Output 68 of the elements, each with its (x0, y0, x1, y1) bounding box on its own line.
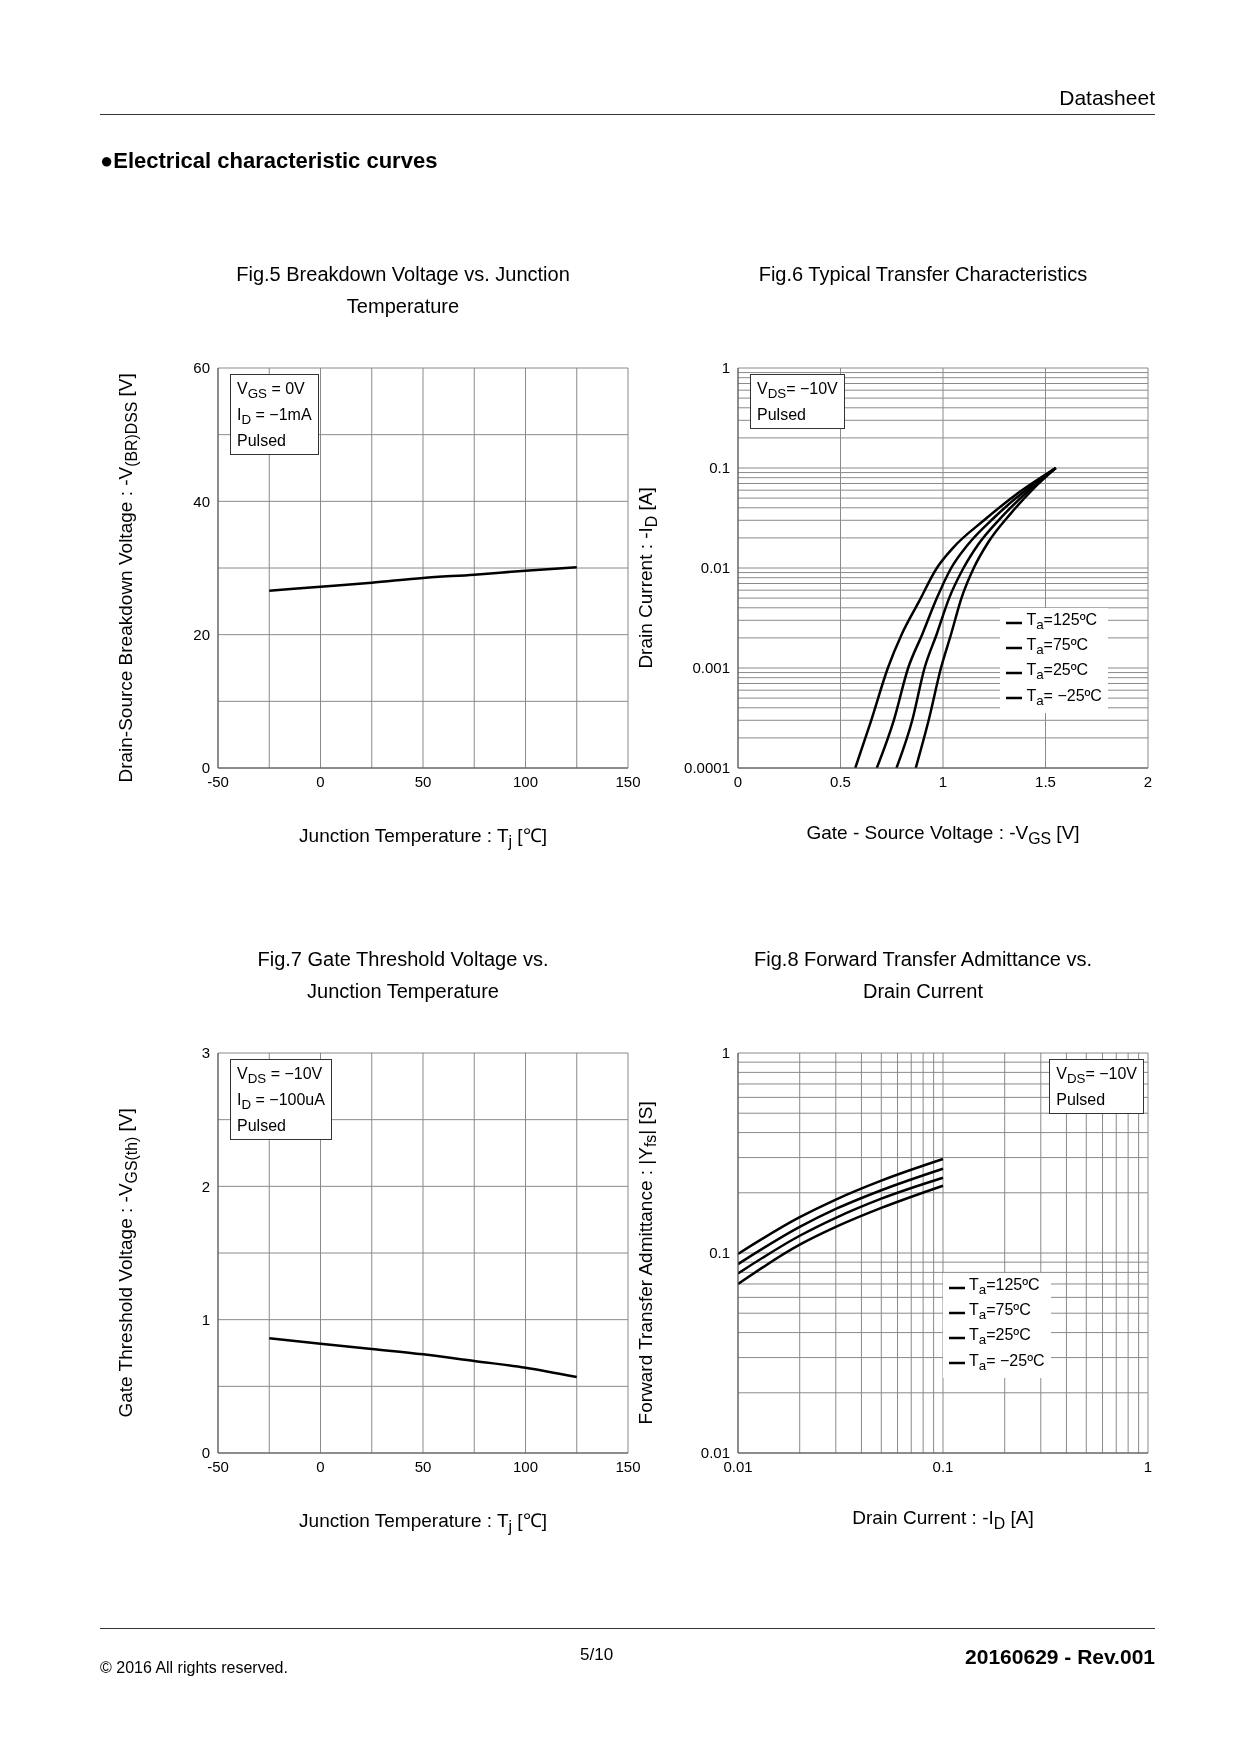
y-tick-label: 0.01 (700, 559, 730, 577)
y-tick-label: 0.01 (700, 1444, 730, 1462)
y-tick-label: 0 (201, 1444, 210, 1462)
x-tick-label: 0 (316, 1457, 325, 1475)
legend-label: T$_{a}$=75ºC (1026, 635, 1089, 660)
text: Datasheet (1059, 86, 1155, 110)
annotation: V$_{DS}$ = −10V (237, 1064, 324, 1089)
annotation: Pulsed (757, 405, 807, 426)
y-tick-label: 1 (721, 359, 730, 377)
y-tick-label: 1 (201, 1310, 210, 1328)
legend-label: T$_{a}$=75ºC (969, 1300, 1031, 1325)
annotation: V$_{DS}$= −10V (757, 379, 838, 404)
conditions-box: V$_{DS}$= −10V Pulsed (750, 374, 845, 430)
chart-title: Fig.5 Breakdown Voltage vs. Junction Temperature (235, 262, 571, 319)
x-tick-label: 1 (938, 772, 948, 790)
annotation: Pulsed (237, 1116, 287, 1137)
x-tick-label: -50 (207, 772, 229, 790)
annotation: Pulsed (237, 431, 287, 452)
x-tick-label: 150 (615, 772, 641, 790)
y-tick-label: 1 (721, 1044, 730, 1062)
x-tick-label: 100 (512, 772, 539, 790)
conditions-box: V$_{DS}$ = −10V I$_{D}$ = −100uA Pulsed (230, 1059, 332, 1141)
y-tick-label: 0.0001 (684, 759, 730, 777)
x-tick-label: 0.5 (830, 772, 851, 790)
x-tick-label: 50 (414, 1457, 432, 1475)
y-tick-label: 60 (193, 359, 210, 377)
x-axis-title: Drain Current : -I$_{D}$ [A] (851, 1507, 1035, 1533)
y-tick-label: 0.1 (709, 1244, 730, 1262)
y-tick-label: 0.001 (692, 659, 730, 677)
y-tick-label: 0 (201, 759, 210, 777)
x-tick-label: 50 (414, 772, 432, 790)
y-tick-label: 3 (201, 1044, 210, 1062)
conditions-box: V$_{DS}$= −10V Pulsed (1049, 1059, 1144, 1115)
annotation: I$_{D}$ = −100uA (237, 1090, 325, 1115)
y-tick-label: 2 (201, 1177, 210, 1195)
x-tick-label: 2 (1143, 772, 1153, 790)
text: © 2016 All rights reserved. (100, 1659, 288, 1677)
y-tick-label: 0.1 (709, 459, 730, 477)
text: 20160629 - Rev.001 (965, 1645, 1155, 1669)
x-axis-title: Junction Temperature : T$_{j}$ [℃] (298, 824, 548, 851)
legend-label: T$_{a}$=125ºC (969, 1275, 1040, 1300)
legend-label: T$_{a}$=25ºC (969, 1325, 1031, 1350)
legend-label: T$_{a}$= −25ºC (969, 1350, 1045, 1375)
chart-title: Fig.8 Forward Transfer Admittance vs. Drain Current (753, 947, 1093, 1004)
y-tick-label: 20 (193, 625, 210, 643)
x-tick-label: 0 (733, 772, 743, 790)
x-tick-label: 1 (1143, 1457, 1153, 1475)
x-tick-label: 0 (316, 772, 325, 790)
text: 5/10 (580, 1645, 614, 1665)
text: ●Electrical characteristic curves (100, 148, 438, 174)
annotation: I$_{D}$ = −1mA (237, 405, 312, 430)
x-tick-label: 100 (512, 1457, 539, 1475)
annotation: Pulsed (1056, 1090, 1107, 1111)
x-tick-label: 1.5 (1035, 772, 1056, 790)
chart-title: Fig.7 Gate Threshold Voltage vs. Junction Temperature (256, 947, 550, 1004)
annotation: V$_{GS}$ = 0V (237, 379, 306, 404)
x-axis-title: Junction Temperature : T$_{j}$ [℃] (298, 1509, 548, 1536)
legend-label: T$_{a}$=25ºC (1026, 660, 1089, 685)
annotation: V$_{DS}$= −10V (1056, 1064, 1137, 1089)
x-tick-label: 150 (615, 1457, 641, 1475)
x-tick-label: -50 (207, 1457, 229, 1475)
conditions-box: V$_{GS}$ = 0V I$_{D}$ = −1mA Pulsed (230, 374, 319, 456)
legend-label: T$_{a}$=125ºC (1026, 610, 1098, 635)
x-tick-label: 0.1 (932, 1457, 954, 1475)
chart-title: Fig.6 Typical Transfer Characteristics (757, 262, 1089, 287)
legend-label: T$_{a}$= −25ºC (1026, 685, 1102, 710)
y-tick-label: 40 (193, 492, 210, 510)
x-axis-title: Gate - Source Voltage : -V$_{GS}$ [V] (805, 822, 1081, 848)
